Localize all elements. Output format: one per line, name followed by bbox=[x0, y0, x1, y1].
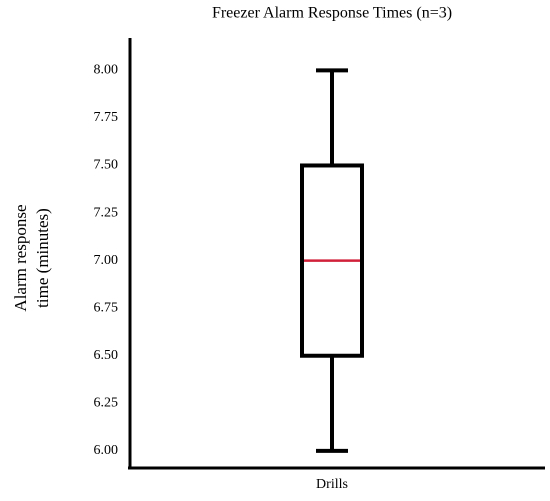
box bbox=[300, 163, 364, 358]
y-tick-label: 7.50 bbox=[94, 158, 119, 173]
y-tick-label: 6.00 bbox=[94, 443, 119, 458]
x-tick-label: Drills bbox=[316, 477, 348, 492]
y-tick-label: 7.00 bbox=[94, 253, 119, 268]
y-tick-label: 7.25 bbox=[94, 205, 119, 220]
y-tick-label: 6.75 bbox=[94, 300, 119, 315]
y-axis-label: Alarm response bbox=[11, 204, 30, 311]
y-tick-label: 6.50 bbox=[94, 348, 119, 363]
y-axis-label: time (minutes) bbox=[33, 208, 52, 308]
y-tick-label: 8.00 bbox=[94, 63, 119, 78]
y-tick-label: 6.25 bbox=[94, 396, 119, 411]
y-tick-label: 7.75 bbox=[94, 110, 119, 125]
chart-title: Freezer Alarm Response Times (n=3) bbox=[212, 5, 452, 22]
